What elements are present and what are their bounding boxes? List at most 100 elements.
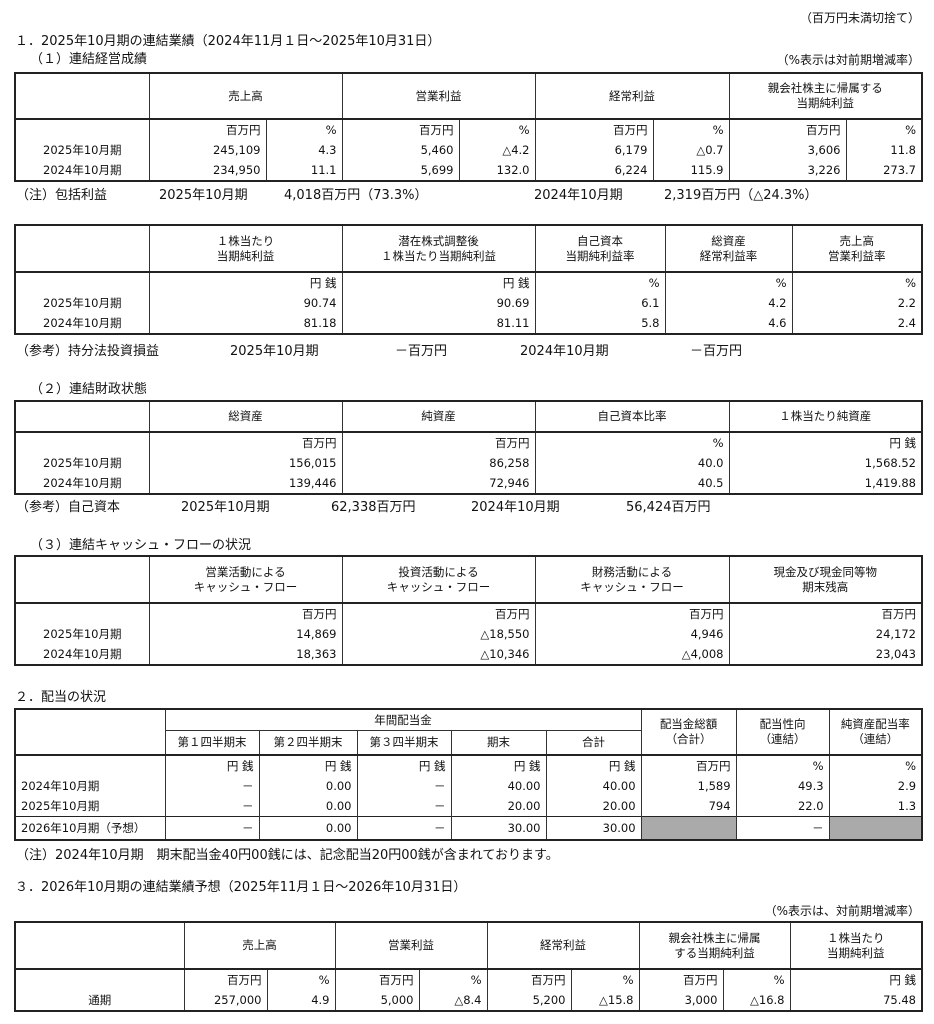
note-value: －百万円 bbox=[690, 344, 743, 359]
unit-cell: 円 銭 bbox=[356, 755, 452, 776]
table-row: 2024年10月期 139,446 72,946 40.5 1,419.88 bbox=[14, 473, 923, 494]
note-value: 4,018百万円（73.3%） bbox=[284, 188, 428, 203]
value-cell: 2.4 bbox=[791, 313, 923, 334]
value-cell: 245,109 bbox=[148, 140, 267, 160]
unit-cell: 円 銭 bbox=[341, 272, 536, 293]
column-header: 経常利益 bbox=[534, 72, 730, 120]
row-label-blank bbox=[14, 969, 185, 990]
value-cell: 0.00 bbox=[258, 816, 358, 840]
unit-cell: 円 銭 bbox=[258, 755, 358, 776]
value-cell: 11.1 bbox=[265, 160, 343, 181]
unit-cell: % bbox=[418, 969, 488, 990]
row-label: 2024年10月期 bbox=[14, 776, 166, 796]
value-cell: 139,446 bbox=[148, 473, 343, 494]
empty-shaded-cell bbox=[640, 816, 737, 840]
value-cell: 0.00 bbox=[258, 776, 358, 796]
note-period: 2025年10月期 bbox=[159, 188, 248, 203]
value-cell: 30.00 bbox=[450, 816, 547, 840]
header-blank bbox=[14, 921, 185, 970]
units-row: 円 銭円 銭円 銭円 銭円 銭百万円%% bbox=[14, 755, 923, 776]
header-row: 売上高 営業利益 経常利益 親会社株主に帰属 する当期純利益 １株当たり 当期純利益 bbox=[14, 921, 923, 970]
column-header: 財務活動による キャッシュ・フロー bbox=[534, 555, 730, 604]
row-label: 通期 bbox=[14, 990, 185, 1011]
table-row: 2024年10月期 81.18 81.11 5.8 4.6 2.4 bbox=[14, 313, 923, 334]
table-row: 2025年10月期－ 0.00 － 20.00 20.00 794 22.0 1.3 bbox=[14, 796, 923, 817]
value-cell: 40.0 bbox=[534, 453, 730, 473]
table-row: 2025年10月期 245,109 4.3 5,460 △4.2 6,179 △0.7 3,6… bbox=[14, 140, 923, 160]
unit-cell: % bbox=[664, 272, 793, 293]
row-label: 2025年10月期 bbox=[14, 453, 150, 473]
unit-cell: 百万円 bbox=[183, 969, 268, 990]
row-label-blank bbox=[14, 119, 150, 140]
header-row: 営業活動による キャッシュ・フロー 投資活動による キャッシュ・フロー 財務活動によ… bbox=[14, 555, 923, 604]
value-cell: 90.74 bbox=[148, 293, 343, 313]
value-cell: 1,568.52 bbox=[728, 453, 923, 473]
empty-shaded-cell bbox=[828, 816, 923, 840]
value-cell: 81.18 bbox=[148, 313, 343, 334]
value-cell: 5.8 bbox=[534, 313, 666, 334]
note-value: 2,319百万円（△24.3%） bbox=[664, 188, 818, 203]
column-header: 経常利益 bbox=[486, 921, 640, 970]
value-cell: 18,363 bbox=[148, 644, 343, 665]
value-cell: 75.48 bbox=[789, 990, 923, 1011]
header-blank bbox=[14, 708, 166, 756]
unit-cell: % bbox=[534, 272, 666, 293]
equity-note: （参考）自己資本 2025年10月期 62,338百万円 2024年10月期 5… bbox=[16, 500, 711, 516]
column-header: 親会社株主に帰属 する当期純利益 bbox=[638, 921, 791, 970]
value-cell: 40.00 bbox=[450, 776, 547, 796]
unit-note: （百万円未満切捨て） bbox=[799, 11, 920, 25]
column-header: 営業活動による キャッシュ・フロー bbox=[148, 555, 343, 604]
note-period: 2024年10月期 bbox=[471, 500, 560, 515]
table-row: 2024年10月期 18,363 △10,346 △4,008 23,043 bbox=[14, 644, 923, 665]
note-value: －百万円 bbox=[395, 344, 448, 359]
column-header: 総資産 経常利益率 bbox=[664, 224, 793, 273]
equity-method-note: （参考）持分法投資損益 2025年10月期 －百万円 2024年10月期 －百万… bbox=[16, 344, 742, 360]
value-cell: 90.69 bbox=[341, 293, 536, 313]
forecast-table: 売上高 営業利益 経常利益 親会社株主に帰属 する当期純利益 １株当たり 当期純利益 百万… bbox=[14, 921, 923, 1012]
unit-cell: 百万円 bbox=[640, 755, 737, 776]
unit-cell: 百万円 bbox=[341, 603, 536, 624]
unit-cell: 百万円 bbox=[486, 969, 572, 990]
unit-cell: 百万円 bbox=[148, 603, 343, 624]
row-label: 2026年10月期（予想） bbox=[14, 816, 166, 840]
value-cell: 5,699 bbox=[341, 160, 460, 181]
column-header: 総資産 bbox=[148, 400, 343, 433]
unit-cell: % bbox=[265, 119, 343, 140]
value-cell: 6,224 bbox=[534, 160, 654, 181]
cashflow-title: （３）連結キャッシュ・フローの状況 bbox=[30, 538, 252, 553]
row-label: 2025年10月期 bbox=[14, 140, 150, 160]
value-cell: 5,460 bbox=[341, 140, 460, 160]
header-row: 売上高 営業利益 経常利益 親会社株主に帰属する 当期純利益 bbox=[14, 72, 923, 120]
financial-position-table: 総資産 純資産 自己資本比率 １株当たり純資産 百万円 百万円% 円 銭 2025年10月期 1… bbox=[14, 400, 923, 495]
unit-cell: 百万円 bbox=[341, 119, 460, 140]
section-1-title: １．2025年10月期の連結業績（2024年11月１日～2025年10月31日） bbox=[15, 34, 441, 49]
unit-cell: 円 銭 bbox=[148, 272, 343, 293]
row-label-blank bbox=[14, 272, 150, 293]
value-cell: 2.2 bbox=[791, 293, 923, 313]
header-row: 第１四半期末 第２四半期末 第３四半期末 期末 合計 bbox=[15, 730, 922, 756]
dividend-note: （注）2024年10月期 期末配当金40円00銭には、記念配当20円00銭が含ま… bbox=[16, 848, 559, 863]
units-row: 百万円% 百万円% 百万円% 百万円% bbox=[14, 119, 923, 140]
value-cell: △8.4 bbox=[418, 990, 488, 1011]
row-label: 2025年10月期 bbox=[14, 624, 150, 644]
value-cell: 14,869 bbox=[148, 624, 343, 644]
table-row: 通期 257,000 4.9 5,000 △8.4 5,200 △15.8 3,000 △16.… bbox=[14, 990, 923, 1011]
column-header: 売上高 bbox=[183, 921, 336, 970]
section-2-title: ２．配当の状況 bbox=[15, 690, 107, 705]
value-cell: 4.6 bbox=[664, 313, 793, 334]
value-cell: △16.8 bbox=[722, 990, 791, 1011]
column-header: １株当たり純資産 bbox=[728, 400, 923, 433]
value-cell: － bbox=[164, 796, 260, 817]
table-row: 2026年10月期（予想）－ 0.00 － 30.00 30.00 － bbox=[14, 816, 923, 840]
column-header: 配当金総額 （合計） bbox=[640, 708, 737, 756]
note-label: （参考）持分法投資損益 bbox=[16, 344, 160, 359]
value-cell: △4.2 bbox=[458, 140, 536, 160]
column-header: 合計 bbox=[545, 730, 642, 756]
header-blank bbox=[14, 555, 150, 604]
row-label: 2024年10月期 bbox=[14, 473, 150, 494]
value-cell: － bbox=[356, 796, 452, 817]
row-label-blank bbox=[14, 603, 150, 624]
value-cell: 0.00 bbox=[258, 796, 358, 817]
unit-cell: 百万円 bbox=[334, 969, 420, 990]
unit-cell: 円 銭 bbox=[545, 755, 642, 776]
